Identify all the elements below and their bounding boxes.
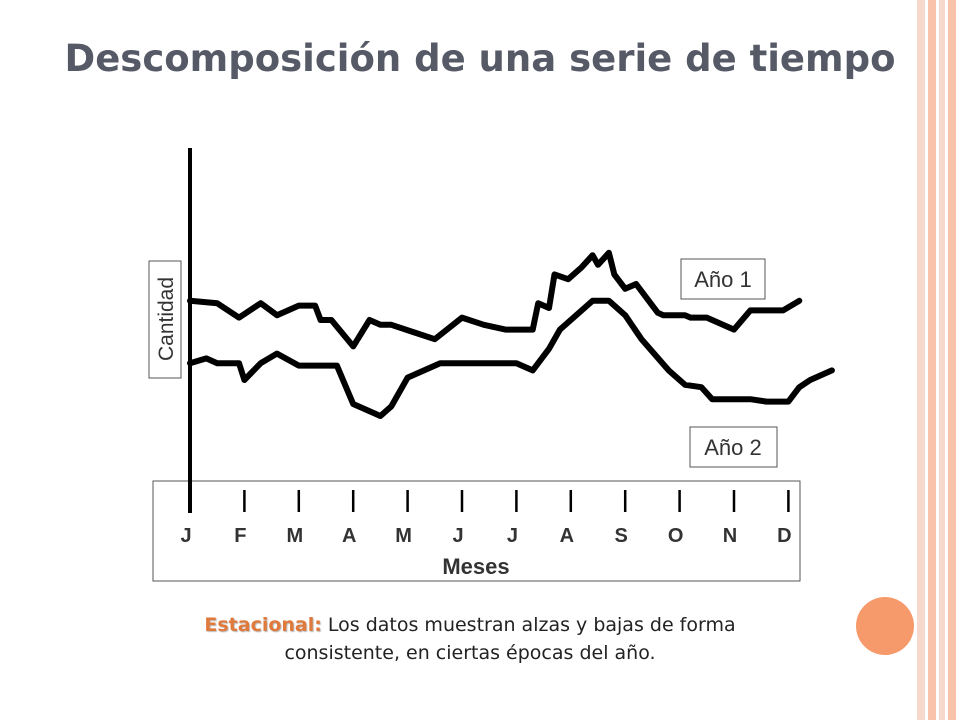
- x-tick-label: A: [342, 525, 356, 547]
- y-axis-label-box: Cantidad: [148, 260, 182, 379]
- footer-label: Estacional:: [204, 614, 322, 636]
- series-label-ano-1-text: Año 1: [694, 267, 752, 292]
- decor-stripe: [928, 0, 936, 720]
- x-tick-label: O: [668, 525, 684, 547]
- x-axis-label: Meses: [442, 554, 509, 579]
- decor-stripe: [917, 0, 925, 720]
- x-tick-label: M: [395, 525, 412, 547]
- series-label-ano-1: Año 1: [680, 258, 766, 300]
- x-tick-label: J: [452, 525, 463, 547]
- x-tick-label: A: [560, 525, 574, 547]
- x-tick-marks: [188, 490, 790, 512]
- x-tick-label: D: [777, 525, 791, 547]
- x-tick-label: F: [234, 525, 246, 547]
- decor-stripe: [939, 0, 945, 720]
- series-line-ano-2: [187, 297, 835, 419]
- x-tick-label: M: [286, 525, 303, 547]
- x-tick-label: J: [180, 525, 191, 547]
- slide-title: Descomposición de una serie de tiempo: [64, 37, 896, 80]
- footer-description: Los datos muestran alzas y bajas de form…: [284, 614, 736, 664]
- series-label-ano-2-text: Año 2: [704, 435, 762, 460]
- decor-stripe: [948, 0, 956, 720]
- y-axis-label: Cantidad: [155, 277, 178, 361]
- decor-circle: [856, 597, 914, 655]
- x-tick-label: N: [723, 525, 737, 547]
- series-line-ano-1: [187, 249, 803, 350]
- x-tick-label: S: [615, 525, 628, 547]
- series-label-ano-2: Año 2: [689, 426, 778, 468]
- x-tick-label: J: [507, 525, 518, 547]
- x-axis-panel: [152, 480, 801, 582]
- footer-note: Estacional: Los datos muestran alzas y b…: [150, 611, 790, 667]
